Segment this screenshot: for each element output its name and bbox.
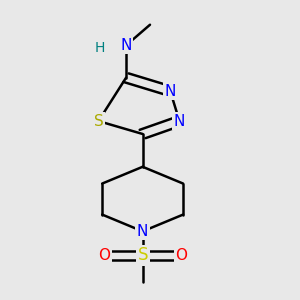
Text: O: O [98,248,110,263]
Text: S: S [137,246,148,264]
Text: N: N [174,114,185,129]
Text: S: S [94,114,103,129]
Text: O: O [175,248,187,263]
Text: N: N [137,224,148,239]
Text: N: N [120,38,132,53]
Text: N: N [165,84,176,99]
Text: H: H [95,41,106,55]
